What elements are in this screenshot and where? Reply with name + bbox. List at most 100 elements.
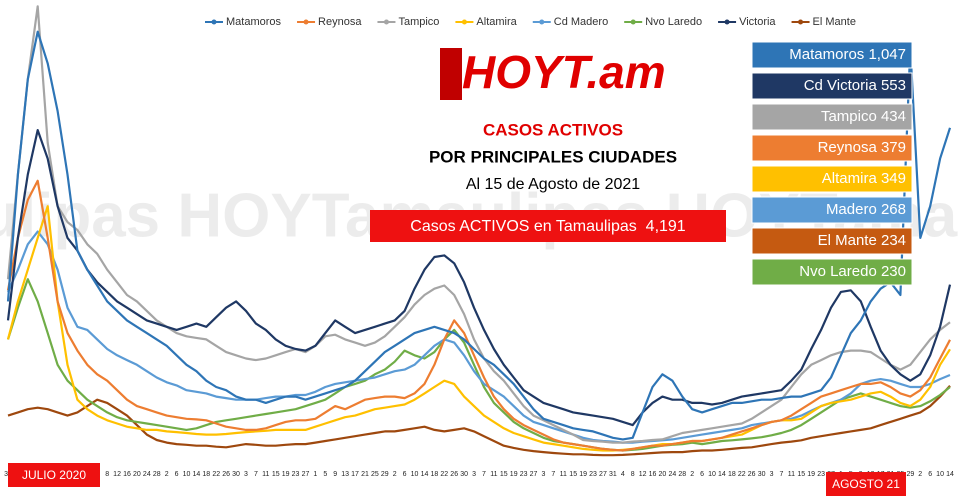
x-tick-label: 15 [569,471,577,478]
x-tick-label: 19 [807,471,815,478]
x-tick-label: 10 [183,471,191,478]
banner-box [370,210,726,242]
x-tick-label: 14 [718,471,726,478]
x-tick-label: 15 [272,471,280,478]
summary-label: Matamoros 1,047 [789,46,906,63]
x-tick-label: 30 [232,471,240,478]
x-tick-label: 26 [222,471,230,478]
x-tick-label: 18 [728,471,736,478]
x-tick-label: 19 [579,471,587,478]
x-tick-label: 12 [113,471,121,478]
summary-label: El Mante 234 [818,232,906,249]
legend-label: Cd Madero [554,16,608,28]
x-tick-label: 31 [609,471,617,478]
x-tick-label: 2 [690,471,694,478]
x-tick-label: 6 [175,471,179,478]
summary-box [751,196,913,224]
x-tick-label: 23 [817,471,825,478]
series-line [6,129,952,427]
x-tick-label: 10 [411,471,419,478]
x-tick-label: 14 [421,471,429,478]
x-tick-label: 29 [381,471,389,478]
x-tick-label: 16 [123,471,131,478]
x-tick-label: 23 [520,471,528,478]
x-tick-label: 14 [193,471,201,478]
legend-label: Tampico [398,16,439,28]
summary-label: Madero 268 [826,201,906,218]
x-tick-label: 18 [430,471,438,478]
x-tick-label: 6 [700,471,704,478]
legend-label: Matamoros [226,16,282,28]
series-line [6,30,952,441]
legend-marker [461,19,467,25]
x-tick-label: 12 [639,471,647,478]
x-tick-label: 11 [490,471,497,478]
x-tick-label: 22 [212,471,220,478]
x-tick-label: 19 [510,471,518,478]
x-tick-label: 7 [482,471,486,478]
x-tick-label: 17 [351,471,359,478]
logo-suffix: .am [586,46,665,98]
x-tick-label: 27 [530,471,538,478]
x-tick-label: 4 [621,471,625,478]
legend-label: Reynosa [318,16,362,28]
x-tick-label: 24 [143,471,151,478]
x-tick-label: 10 [936,471,944,478]
legend-marker [630,19,636,25]
legend-marker [303,19,309,25]
x-tick-label: 2 [918,471,922,478]
x-tick-label: 1 [313,471,317,478]
x-tick-label: 23 [589,471,597,478]
summary-box [751,258,913,286]
x-tick-label: 26 [450,471,458,478]
x-tick-label: 11 [788,471,795,478]
x-tick-label: 6 [403,471,407,478]
x-tick-label: 3 [244,471,248,478]
title: CASOS ACTIVOS [483,120,623,139]
summary-box [751,134,913,162]
legend-label: Nvo Laredo [645,16,702,28]
end-box [826,472,906,496]
x-tick-label: 19 [282,471,290,478]
date: Al 15 de Agosto de 2021 [466,176,640,193]
summary-box [751,72,913,100]
x-tick-label: 20 [133,471,141,478]
x-tick-label: 27 [599,471,607,478]
legend-marker [211,19,217,25]
series-line [6,179,951,452]
x-tick-label: 8 [631,471,635,478]
x-tick-label: 11 [262,471,269,478]
x-tick-label: 3 [472,471,476,478]
legend-label: Victoria [739,16,776,28]
x-tick-label: 7 [254,471,258,478]
x-tick-label: 25 [371,471,379,478]
summary-box [751,165,913,193]
summary-label: Cd Victoria 553 [804,77,906,94]
logo-icon [440,48,462,100]
end-label: AGOSTO 21 [832,477,900,491]
x-tick-label: 9 [333,471,337,478]
x-tick-label: 6 [928,471,932,478]
x-tick-label: 22 [738,471,746,478]
logo: HOYT.am [462,46,666,98]
x-tick-label: 28 [678,471,686,478]
x-tick-label: 30 [758,471,766,478]
x-tick-label: 3 [541,471,545,478]
x-tick-label: 2 [165,471,169,478]
series-line [7,385,951,457]
legend-label: El Mante [813,16,856,28]
x-tick-label: 2 [393,471,397,478]
x-tick-label: 16 [649,471,657,478]
summary-label: Nvo Laredo 230 [799,263,906,280]
x-tick-label: 15 [797,471,805,478]
x-tick-label: 15 [500,471,508,478]
x-tick-label: 24 [668,471,676,478]
summary-label: Reynosa 379 [818,139,906,156]
x-tick-label: 23 [292,471,300,478]
logo-main: HOYT [462,46,594,98]
x-tick-label: 8 [105,471,109,478]
x-tick-label: 7 [779,471,783,478]
x-tick-label: 14 [946,471,954,478]
